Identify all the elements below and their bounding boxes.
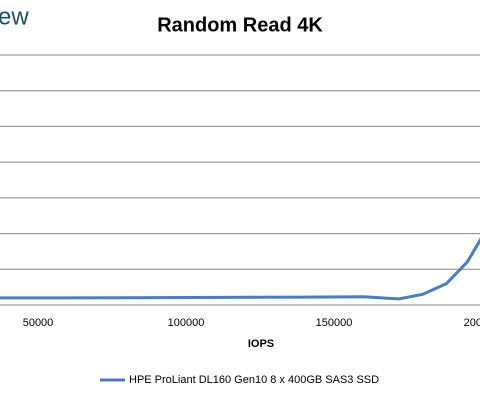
logo-text: ew — [0, 3, 29, 30]
x-axis-title: IOPS — [248, 338, 274, 350]
data-line — [0, 237, 480, 301]
x-tick-label: 50000 — [23, 317, 54, 329]
x-tick-label: 150000 — [316, 317, 353, 329]
legend-label: HPE ProLiant DL160 Gen10 8 x 400GB SAS3 … — [129, 374, 379, 386]
x-tick-label: 200000 — [464, 317, 480, 329]
x-tick-label: 100000 — [168, 317, 205, 329]
chart-title: Random Read 4K — [157, 14, 323, 36]
